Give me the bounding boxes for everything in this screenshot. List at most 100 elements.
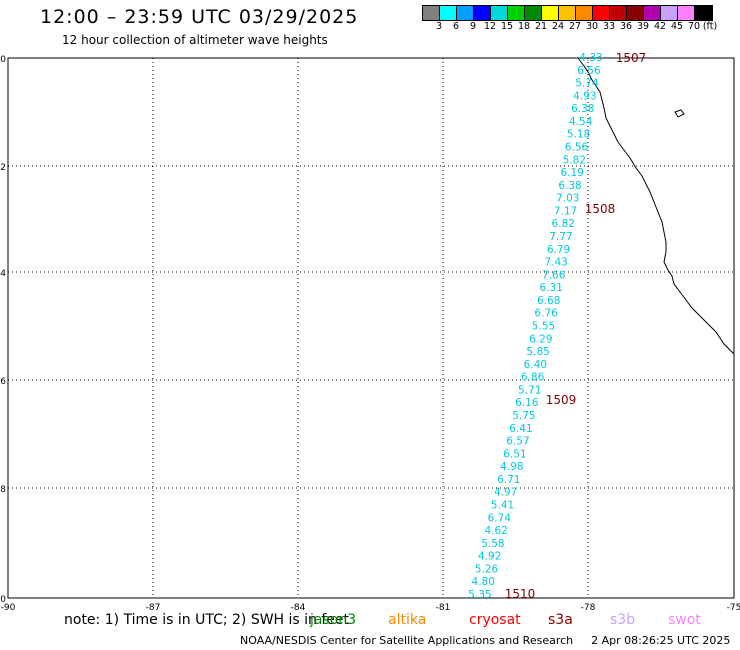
wave-height-label: 6.19 xyxy=(561,167,584,179)
pass-label: 1507 xyxy=(616,51,647,65)
legend-swatch xyxy=(508,6,525,20)
wave-height-label: 5.75 xyxy=(512,410,535,422)
latitude-label: -14 xyxy=(0,269,6,279)
wave-height-label: 5.26 xyxy=(475,563,499,575)
wave-height-label: 5.41 xyxy=(491,500,514,512)
legend-unit: (ft) xyxy=(702,21,718,32)
legend-swatch xyxy=(661,6,678,20)
wave-height-label: 4.54 xyxy=(569,116,593,128)
longitude-label: -87 xyxy=(146,603,161,613)
wave-height-label: 7.77 xyxy=(549,231,572,243)
legend-label: 9 xyxy=(469,21,477,32)
legend-label: 27 xyxy=(568,21,582,32)
color-scale-legend xyxy=(422,5,713,21)
wave-height-label: 5.74 xyxy=(575,78,599,90)
coastline xyxy=(577,57,735,355)
legend-label: 3 xyxy=(435,21,443,32)
legend-label: 45 xyxy=(670,21,684,32)
legend-label: 39 xyxy=(636,21,650,32)
satellite-s3a: s3a xyxy=(548,612,573,628)
wave-height-label: 6.16 xyxy=(515,397,539,409)
wave-height-label: 6.51 xyxy=(503,448,526,460)
satellite-altika: altika xyxy=(388,612,427,628)
wave-height-label: 4.80 xyxy=(472,576,495,588)
island-outline xyxy=(674,109,685,118)
longitude-label: -75 xyxy=(727,603,740,613)
wave-height-label: 7.17 xyxy=(554,205,577,217)
wave-height-label: 5.18 xyxy=(567,129,590,141)
wave-height-label: 4.97 xyxy=(494,487,517,499)
legend-swatch xyxy=(542,6,559,20)
legend-swatch xyxy=(678,6,695,20)
legend-label: 21 xyxy=(534,21,548,32)
wave-height-label: 6.38 xyxy=(558,180,581,192)
legend-label: 42 xyxy=(653,21,667,32)
wave-height-label: 6.79 xyxy=(547,244,570,256)
wave-height-label: 6.29 xyxy=(529,333,552,345)
wave-height-label: 6.57 xyxy=(506,436,529,448)
satellite-cryosat: cryosat xyxy=(469,612,521,628)
wave-height-label: 6.56 xyxy=(565,142,589,154)
footer-note: note: 1) Time is in UTC; 2) SWH is in fe… xyxy=(64,612,350,628)
wave-height-label: 6.41 xyxy=(509,423,532,435)
wave-height-label: 7.66 xyxy=(542,269,566,281)
longitude-label: -81 xyxy=(436,603,451,613)
wave-height-label: 5.55 xyxy=(532,321,555,333)
satellite-s3b: s3b xyxy=(610,612,636,628)
legend-swatch xyxy=(525,6,542,20)
legend-swatch xyxy=(491,6,508,20)
longitude-label: -84 xyxy=(291,603,306,613)
wave-height-label: 6.40 xyxy=(524,359,547,371)
legend-label: 70 xyxy=(687,21,701,32)
latitude-label: -16 xyxy=(0,377,6,387)
legend-swatch xyxy=(423,6,440,20)
legend-label: 33 xyxy=(602,21,616,32)
legend-swatch xyxy=(610,6,627,20)
wave-height-label: 6.74 xyxy=(488,512,512,524)
satellite-jason3: jason3 xyxy=(310,612,357,628)
map-title: 12:00 – 23:59 UTC 03/29/2025 xyxy=(40,6,359,28)
wave-height-label: 6.82 xyxy=(552,218,575,230)
wave-height-label: 6.38 xyxy=(571,103,594,115)
latitude-label: -18 xyxy=(0,485,6,495)
wave-height-label: 5.58 xyxy=(481,538,504,550)
map-frame xyxy=(7,57,735,599)
legend-label: 12 xyxy=(483,21,497,32)
wave-height-label: 6.56 xyxy=(577,65,601,77)
legend-label: 15 xyxy=(500,21,514,32)
wave-height-label: 5.82 xyxy=(563,154,586,166)
pass-label: 1508 xyxy=(585,202,616,216)
wave-height-label: 6.68 xyxy=(537,295,560,307)
legend-swatch xyxy=(695,6,712,20)
longitude-label: -90 xyxy=(1,603,16,613)
legend-swatch xyxy=(576,6,593,20)
legend-label: 30 xyxy=(585,21,599,32)
wave-height-label: 4.33 xyxy=(579,52,602,64)
satellite-swot: swot xyxy=(668,612,701,628)
legend-label: 18 xyxy=(517,21,531,32)
wave-height-label: 5.85 xyxy=(526,346,549,358)
latitude-label: -20 xyxy=(0,595,6,605)
wave-height-label: 6.31 xyxy=(540,282,563,294)
legend-label: 24 xyxy=(551,21,565,32)
pass-label: 1510 xyxy=(505,587,536,601)
generated-date: 2 Apr 08:26:25 UTC 2025 xyxy=(591,634,731,647)
legend-swatch xyxy=(457,6,474,20)
wave-height-label: 6.76 xyxy=(534,308,558,320)
wave-height-label: 6.71 xyxy=(497,474,520,486)
credit-org: NOAA/NESDIS Center for Satellite Applica… xyxy=(240,634,574,647)
wave-height-label: 5.35 xyxy=(468,589,491,601)
credit-line: NOAA/NESDIS Center for Satellite Applica… xyxy=(240,634,730,647)
wave-height-label: 4.98 xyxy=(500,461,523,473)
legend-swatch xyxy=(440,6,457,20)
longitude-label: -78 xyxy=(581,603,596,613)
legend-swatch xyxy=(593,6,610,20)
legend-swatch xyxy=(474,6,491,20)
wave-height-label: 4.93 xyxy=(573,90,596,102)
latitude-label: -12 xyxy=(0,163,6,173)
legend-label: 36 xyxy=(619,21,633,32)
wave-height-label: 6.86 xyxy=(521,372,545,384)
wave-height-label: 5.71 xyxy=(518,384,541,396)
wave-height-label: 7.43 xyxy=(544,257,567,269)
